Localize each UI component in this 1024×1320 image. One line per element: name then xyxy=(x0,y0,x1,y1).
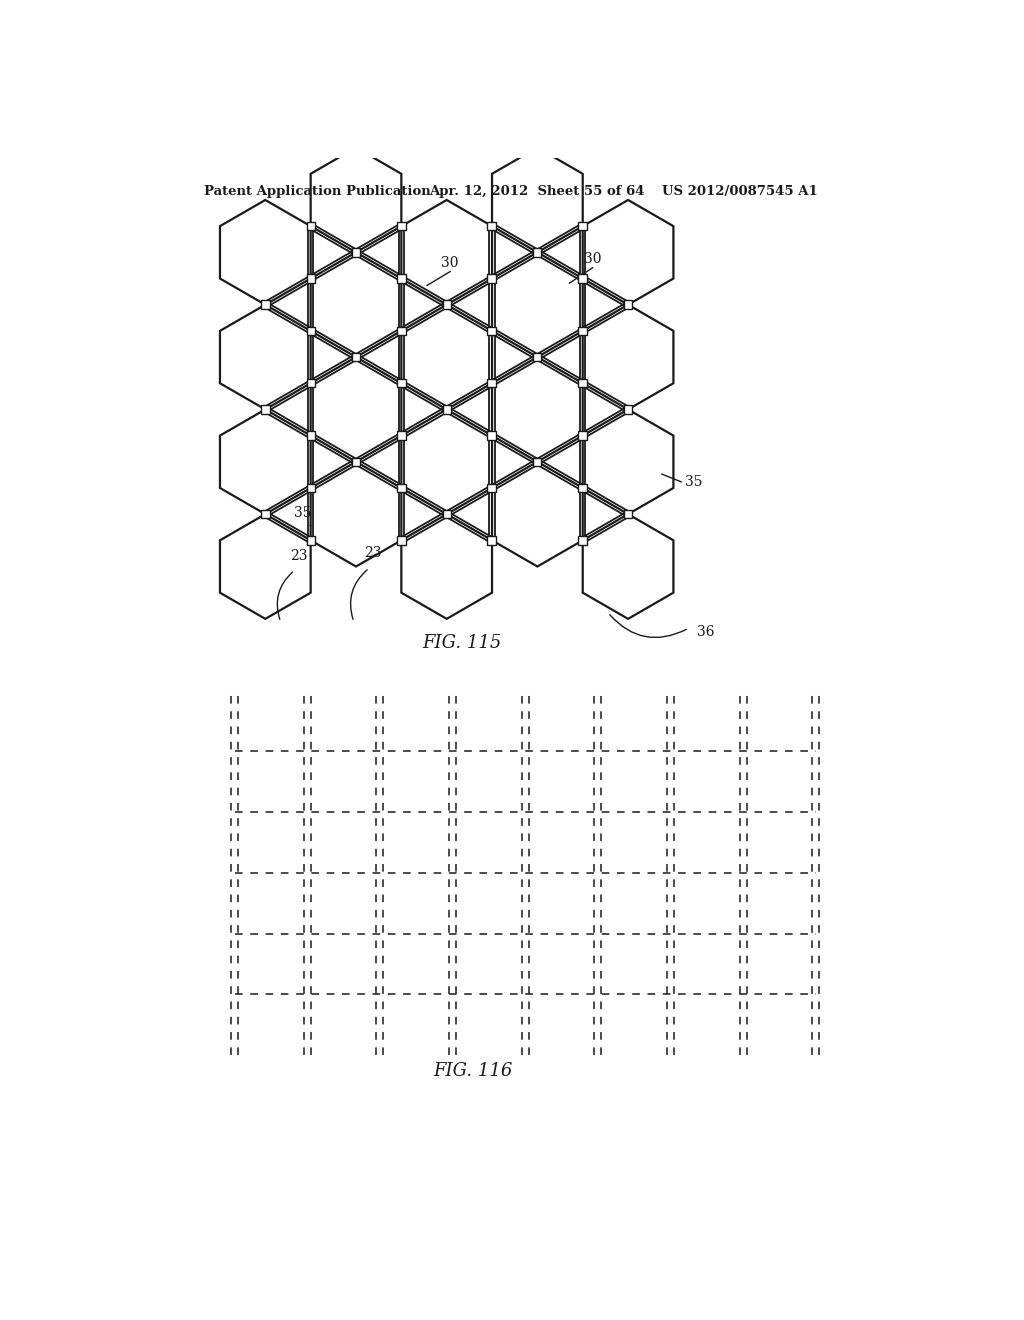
Bar xyxy=(579,222,587,231)
Bar xyxy=(579,326,587,335)
Bar xyxy=(306,326,315,335)
Bar xyxy=(352,248,360,256)
Bar xyxy=(397,326,406,335)
Text: 30: 30 xyxy=(584,252,601,267)
Bar xyxy=(442,301,452,309)
Text: 30: 30 xyxy=(441,256,459,271)
Bar xyxy=(487,483,496,492)
Text: Apr. 12, 2012  Sheet 55 of 64: Apr. 12, 2012 Sheet 55 of 64 xyxy=(429,185,645,198)
Bar xyxy=(306,432,315,440)
Bar xyxy=(579,432,587,440)
Bar xyxy=(487,222,496,231)
Bar xyxy=(306,379,315,388)
Text: 36: 36 xyxy=(696,624,714,639)
Bar xyxy=(397,432,406,440)
Bar xyxy=(624,510,632,519)
Bar xyxy=(397,275,406,282)
Bar xyxy=(532,352,542,362)
Bar xyxy=(306,483,315,492)
Bar xyxy=(624,405,632,413)
Bar xyxy=(352,458,360,466)
Bar xyxy=(487,432,496,440)
Bar xyxy=(579,379,587,388)
Bar xyxy=(397,222,406,231)
Bar xyxy=(261,510,269,519)
Bar xyxy=(306,275,315,282)
Bar xyxy=(532,458,542,466)
Bar xyxy=(532,248,542,256)
Bar xyxy=(306,222,315,231)
Bar xyxy=(487,379,496,388)
Bar xyxy=(442,405,452,413)
Text: 23: 23 xyxy=(365,546,382,561)
Bar xyxy=(624,301,632,309)
Bar xyxy=(487,275,496,282)
Text: FIG. 115: FIG. 115 xyxy=(422,635,502,652)
Bar xyxy=(352,352,360,362)
Text: 35: 35 xyxy=(685,475,702,488)
Bar xyxy=(442,510,452,519)
Bar xyxy=(579,275,587,282)
Bar xyxy=(261,405,269,413)
Text: 35: 35 xyxy=(294,507,311,520)
Text: FIG. 116: FIG. 116 xyxy=(433,1061,513,1080)
Text: 23: 23 xyxy=(290,549,307,562)
Bar xyxy=(579,536,587,545)
Bar xyxy=(397,379,406,388)
Bar xyxy=(306,536,315,545)
Text: Patent Application Publication: Patent Application Publication xyxy=(204,185,430,198)
Bar xyxy=(397,536,406,545)
Bar xyxy=(579,483,587,492)
Bar xyxy=(487,326,496,335)
Bar xyxy=(261,301,269,309)
Text: US 2012/0087545 A1: US 2012/0087545 A1 xyxy=(662,185,817,198)
Bar xyxy=(397,483,406,492)
Bar xyxy=(487,536,496,545)
